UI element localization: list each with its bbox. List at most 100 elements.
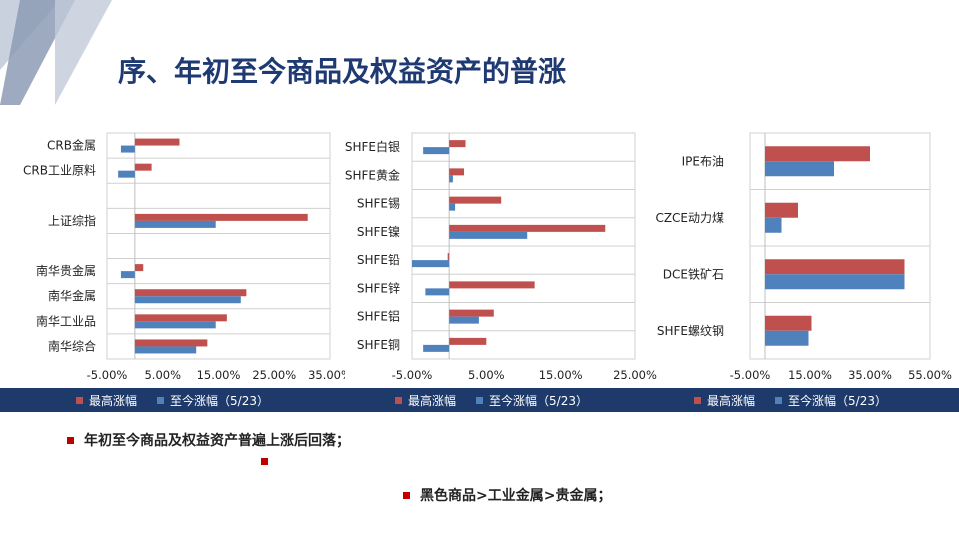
bar-ytd-gain	[134, 346, 197, 354]
bar-max-gain	[134, 213, 308, 221]
bar-ytd-gain	[134, 321, 216, 329]
category-label: SHFE螺纹钢	[657, 324, 724, 338]
bar-ytd-gain	[134, 220, 216, 228]
plot-frame	[106, 132, 331, 360]
bar-max-gain	[134, 289, 247, 297]
bar-ytd-gain	[120, 145, 135, 153]
legend-ytd-swatch	[476, 396, 484, 404]
category-label: SHFE镍	[357, 225, 400, 239]
bar-max-gain	[134, 138, 180, 146]
bar-ytd-gain	[449, 316, 479, 324]
legend-max-label: 最高涨幅	[707, 393, 756, 408]
bar-max-gain	[449, 196, 502, 204]
category-label: 南华综合	[48, 338, 96, 353]
bar-max-gain	[134, 264, 144, 272]
bullet-1: 年初至今商品及权益资产普遍上涨后回落；	[67, 430, 350, 450]
bar-ytd-gain	[765, 274, 905, 290]
tick-label: 5.00%	[144, 368, 181, 382]
bar-ytd-gain	[118, 170, 135, 178]
tick-label: 35.00%	[848, 368, 892, 382]
bullet-2	[261, 458, 278, 465]
bar-max-gain	[765, 259, 905, 275]
chart-shfe-metals-svg: SHFE白银 SHFE黄金 SHFE锡 SHFE镍 SHFE铅 SHFE锌 SHFE铝 SHF…	[345, 132, 657, 382]
category-label: 南华贵金属	[36, 263, 96, 278]
legend-ytd-label: 至今涨幅（5/23）	[489, 393, 588, 408]
bar-max-gain	[449, 281, 535, 289]
category-label: CRB工业原料	[23, 164, 96, 178]
category-label: SHFE白银	[345, 139, 400, 154]
category-label: IPE布油	[682, 154, 724, 168]
legend-max-swatch	[694, 396, 701, 404]
category-label: SHFE黄金	[345, 167, 400, 182]
bar-ytd-gain	[765, 217, 782, 233]
legend-3: 最高涨幅 至今涨幅（5/23）	[694, 388, 887, 412]
category-label: DCE铁矿石	[663, 267, 724, 281]
bar-max-gain	[765, 146, 870, 162]
category-label: SHFE锌	[357, 281, 400, 295]
tick-label: 15.00%	[539, 368, 583, 382]
tick-label: 25.00%	[252, 368, 296, 382]
tick-label: 5.00%	[468, 368, 505, 382]
category-label: CRB金属	[47, 138, 96, 153]
bar-max-gain	[447, 253, 450, 261]
category-label: CZCE动力煤	[655, 211, 724, 225]
bar-max-gain	[449, 168, 465, 176]
bar-ytd-gain	[423, 147, 450, 155]
bar-max-gain	[449, 140, 466, 148]
bar-max-gain	[449, 309, 494, 317]
chart-black-commodities: IPE布油 CZCE动力煤 DCE铁矿石 SHFE螺纹钢 -5.00% 15.00% 35.…	[640, 125, 959, 387]
bar-ytd-gain	[449, 231, 528, 239]
tick-label: -5.00%	[730, 368, 771, 382]
bar-ytd-gain	[765, 330, 809, 346]
bar-ytd-gain	[425, 288, 450, 296]
chart-equity-index: CRB金属 CRB工业原料上证综指南华贵金属南华金属南华工业品南华综合 -5.00%…	[0, 125, 345, 387]
category-label: SHFE铝	[357, 309, 400, 324]
legend-ytd-swatch	[157, 396, 165, 404]
bullet-marker	[403, 491, 410, 499]
category-label: SHFE锡	[357, 196, 400, 211]
page-title: 序、年初至今商品及权益资产的普涨	[118, 55, 567, 88]
chart-black-commodities-svg: IPE布油 CZCE动力煤 DCE铁矿石 SHFE螺纹钢 -5.00% 15.00% 35.…	[655, 132, 952, 382]
legend-max-label: 最高涨幅	[408, 393, 457, 408]
category-label: 南华金属	[48, 288, 96, 303]
tick-label: -5.00%	[392, 368, 433, 382]
tick-label: 15.00%	[197, 368, 241, 382]
category-label: SHFE铅	[357, 253, 400, 267]
category-label: 上证综指	[48, 213, 96, 228]
bar-ytd-gain	[423, 344, 450, 352]
bar-max-gain	[765, 202, 798, 218]
bullet-text: 年初至今商品及权益资产普遍上涨后回落；	[84, 433, 350, 449]
bar-ytd-gain	[765, 161, 834, 177]
chart-shfe-metals: SHFE白银 SHFE黄金 SHFE锡 SHFE镍 SHFE铅 SHFE锌 SHFE铝 SHF…	[330, 125, 660, 387]
legend-band: 最高涨幅 至今涨幅（5/23） 最高涨幅 至今涨幅（5/23） 最高涨幅 至今涨…	[0, 388, 959, 412]
bullet-marker	[67, 436, 74, 444]
legend-2: 最高涨幅 至今涨幅（5/23）	[395, 388, 588, 412]
legend-max-swatch	[76, 396, 83, 404]
bullet-text: 黑色商品>工业金属>贵金属；	[420, 488, 612, 504]
legend-1: 最高涨幅 至今涨幅（5/23）	[76, 388, 269, 412]
legend-ytd-label: 至今涨幅（5/23）	[788, 393, 887, 408]
bar-max-gain	[765, 315, 812, 331]
tick-label: 25.00%	[613, 368, 657, 382]
bar-ytd-gain	[134, 296, 241, 304]
bar-max-gain	[134, 339, 208, 347]
legend-ytd-label: 至今涨幅（5/23）	[170, 393, 269, 408]
bullet-3: 黑色商品>工业金属>贵金属；	[403, 485, 611, 505]
legend-max-label: 最高涨幅	[89, 393, 138, 408]
bar-ytd-gain	[412, 260, 450, 268]
bar-ytd-gain	[449, 203, 456, 211]
legend-ytd-swatch	[775, 396, 783, 404]
bullet-marker	[261, 458, 268, 465]
category-label: 南华工业品	[36, 313, 96, 328]
tick-label: 35.00%	[308, 368, 345, 382]
legend-max-swatch	[395, 396, 402, 404]
bar-max-gain	[449, 224, 606, 232]
category-label: SHFE铜	[357, 337, 400, 352]
bar-max-gain	[134, 314, 227, 322]
tick-label: -5.00%	[87, 368, 128, 382]
bar-ytd-gain	[120, 271, 135, 279]
bar-max-gain	[134, 163, 152, 171]
bar-max-gain	[449, 337, 487, 345]
corner-decoration	[0, 0, 112, 105]
